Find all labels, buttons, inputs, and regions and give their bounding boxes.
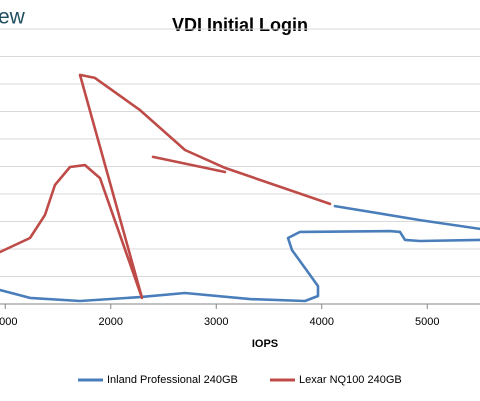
chart-title: VDI Initial Login [172,15,308,35]
legend-label: Inland Professional 240GB [107,374,238,386]
x-tick-label: 5000 [415,316,439,328]
x-tick-label: 3000 [204,316,228,328]
legend-label: Lexar NQ100 240GB [299,374,402,386]
series-line [0,204,480,303]
x-tick-label: 1000 [0,316,18,328]
series-line [0,73,332,300]
x-tick-label: 4000 [310,316,334,328]
logo-text: ew [0,6,26,29]
x-axis-label: IOPS [252,338,278,350]
x-tick-label: 2000 [99,316,123,328]
